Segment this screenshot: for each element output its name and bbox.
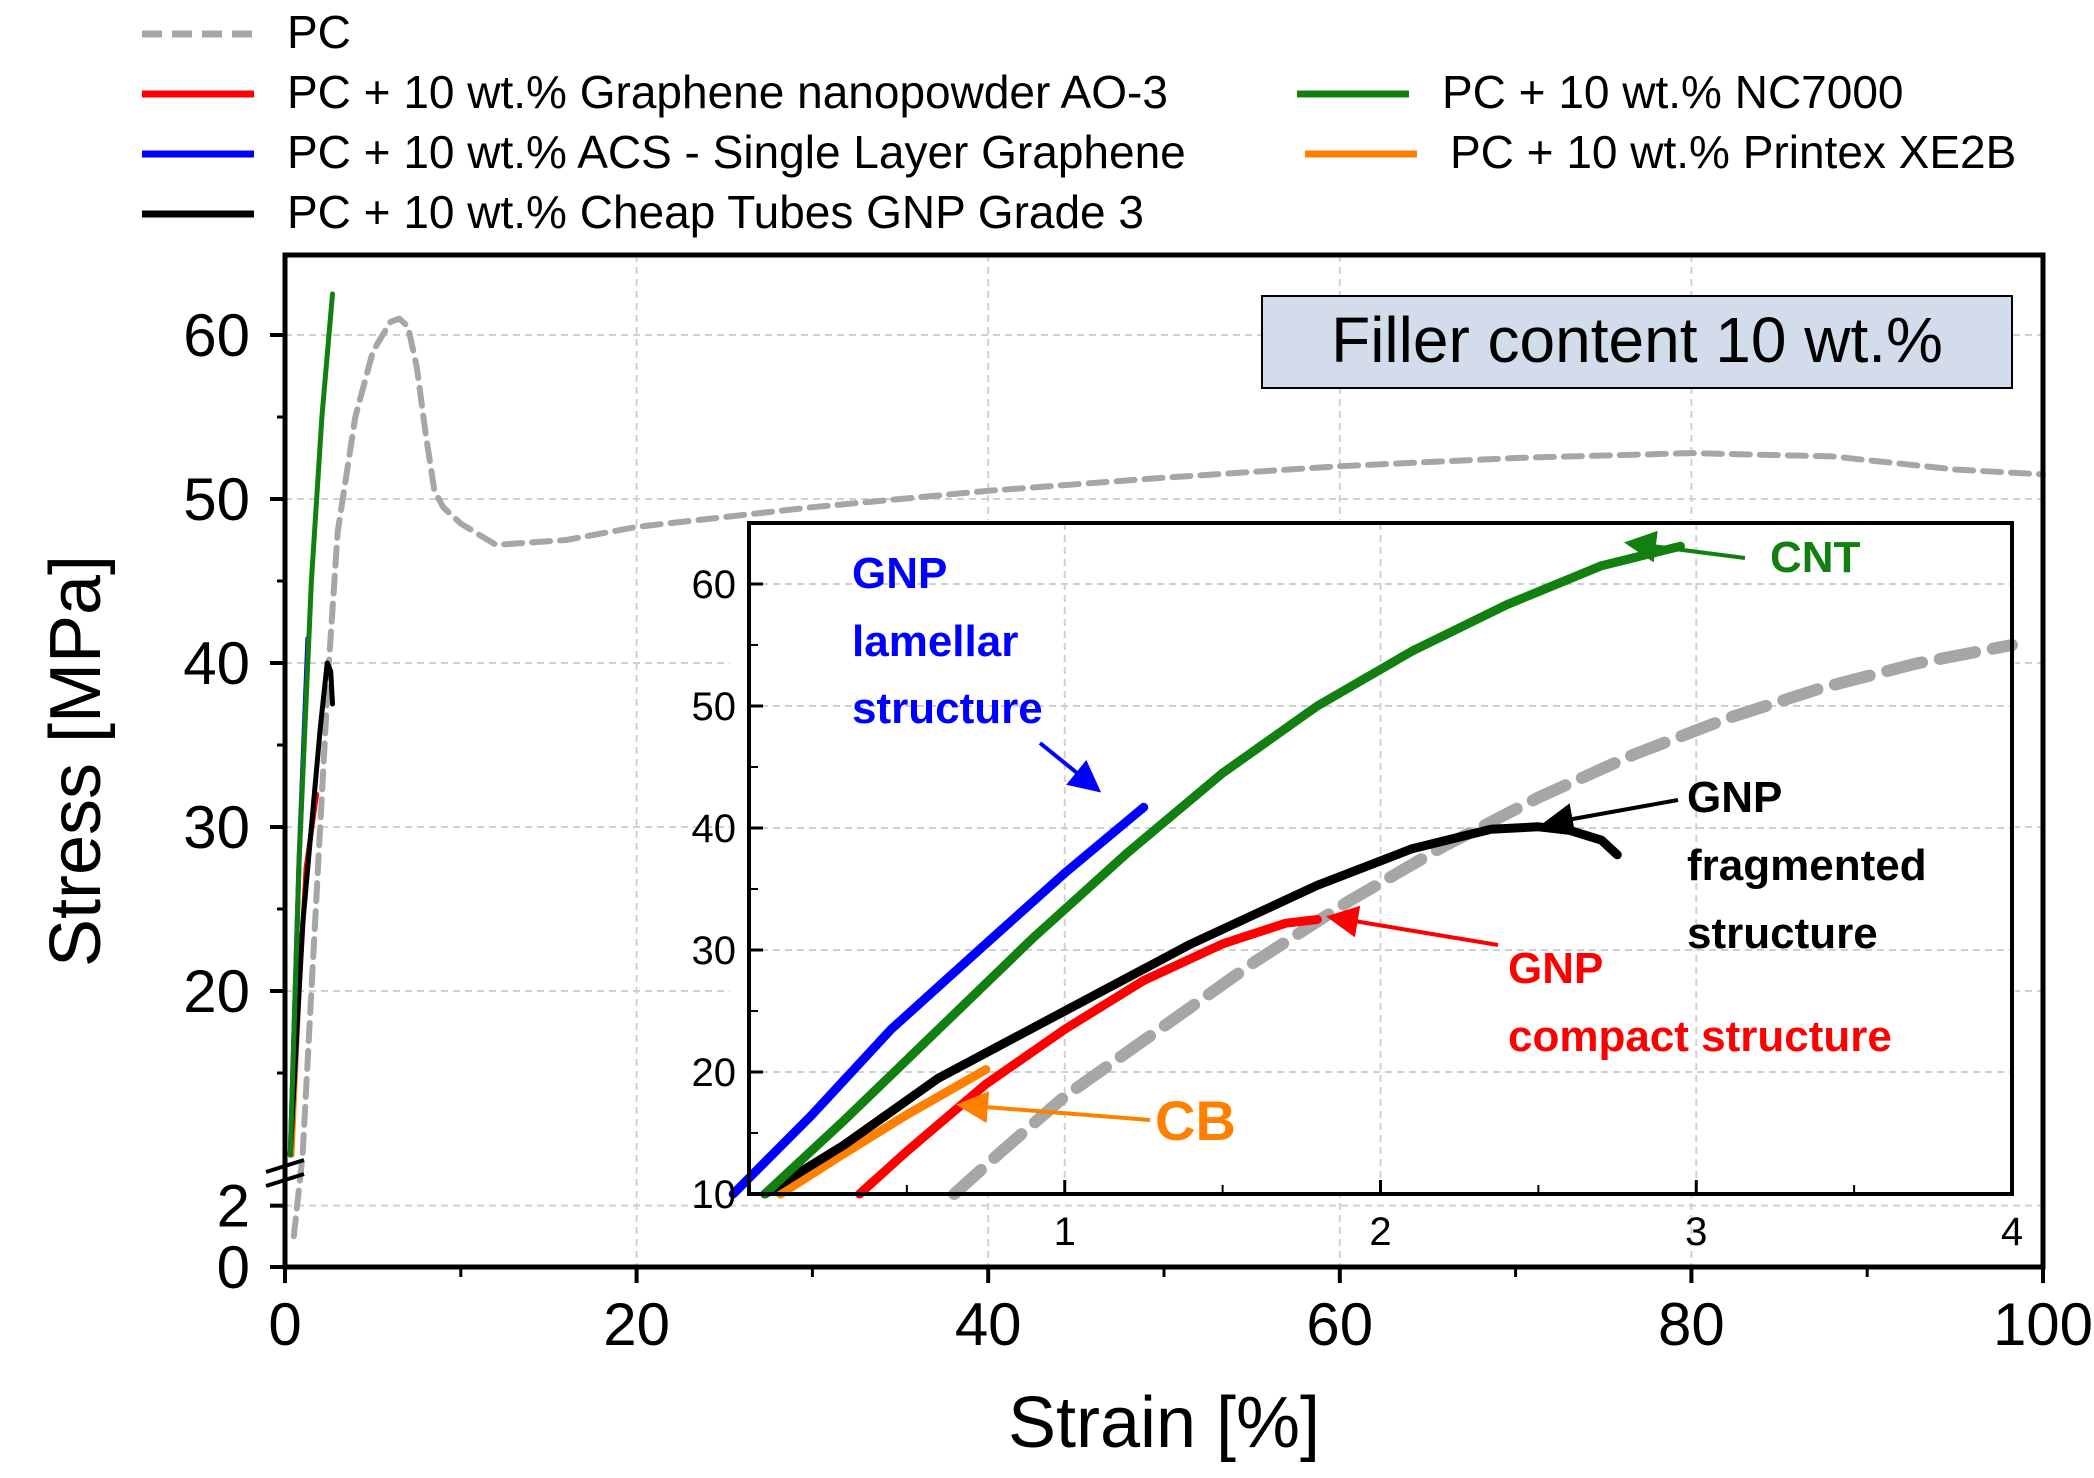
cb-label: CB [1155,1089,1236,1152]
x-tick-label-60: 60 [1306,1291,1373,1358]
legend-item-pc-10-wt-cheap-tubes-gnp-grade-3: PC + 10 wt.% Cheap Tubes GNP Grade 3 [142,186,1144,238]
x-tick-label-100: 100 [1993,1291,2093,1358]
inset-ticks: 1 2 3 4 10 20 30 40 50 60 [692,563,2024,1254]
filler-content-box: Filler content 10 wt.% [1261,295,2013,389]
inset-x-tick-label-1: 1 [1054,1210,1076,1254]
inset-y-tick-label-50: 50 [692,685,737,729]
main-series-pc [290,315,2046,1240]
legend-item-pc-10-wt-acs-single-layer-graphene: PC + 10 wt.% ACS - Single Layer Graphene [142,126,1186,178]
inset-y-tick-label-40: 40 [692,807,737,851]
inset-series-pc [948,639,2018,1200]
legend-item-pc-10-wt-graphene-nanopowder-ao-3: PC + 10 wt.% Graphene nanopowder AO-3 [142,66,1168,118]
y-tick-label-low-0: 0 [217,1234,250,1301]
x-tick-label-20: 20 [603,1291,670,1358]
y-axis-label: Stress [MPa] [36,555,116,967]
inset-y-tick-label-30: 30 [692,929,737,973]
inset-chart: 1 2 3 4 10 20 30 40 50 60 GNP lamellar structure … [692,520,2024,1254]
inset-x-tick-label-4: 4 [2001,1210,2023,1254]
inset-series-pc-10-wt-printex-xe2b [776,1065,991,1199]
inset-series-pc-10-wt-acs-single-layer-graphene [728,802,1149,1199]
legend-label-pc-10-wt-graphene-nanopowder-ao-3: PC + 10 wt.% Graphene nanopowder AO-3 [287,66,1168,118]
inset-annotations: GNP lamellar structure CNT GNP fragmente… [852,530,1939,1152]
cnt-arrow [1624,530,1746,563]
legend-label-pc-10-wt-printex-xe2b: PC + 10 wt.% Printex XE2B [1450,126,2016,178]
inset-y-tick-label-60: 60 [692,563,737,607]
y-tick-label-50: 50 [183,466,250,533]
fragmented-arrow [1541,798,1679,835]
inset-y-tick-label-20: 20 [692,1051,737,1095]
lamellar-label: GNP lamellar structure [852,549,1043,733]
y-tick-label-low-2: 2 [217,1173,250,1240]
x-tick-label-40: 40 [955,1291,1022,1358]
y-tick-label-20: 20 [183,958,250,1025]
axis-break-marker [265,1158,305,1188]
lamellar-arrow [1038,741,1102,793]
inset-series-pc-10-wt-graphene-nanopowder-ao-3 [855,915,1322,1199]
filler-content-text: Filler content 10 wt.% [1331,304,1943,376]
cb-arrow [956,1091,1151,1124]
fragmented-label: GNP fragmented structure [1687,773,1939,958]
main-series-pc-10-wt-cheap-tubes-gnp-grade-3 [287,660,335,1158]
legend-item-pc-10-wt-nc7000: PC + 10 wt.% NC7000 [1297,66,1904,118]
inset-x-tick-label-2: 2 [1369,1210,1391,1254]
legend-item-pc-10-wt-printex-xe2b: PC + 10 wt.% Printex XE2B [1305,126,2016,178]
cnt-label: CNT [1770,533,1861,582]
legend-item-pc: PC [142,6,351,58]
compact-label: GNP compact structure [1508,944,1892,1061]
y-tick-label-60: 60 [183,302,250,369]
main-series [287,291,2046,1240]
x-tick-label-0: 0 [268,1291,301,1358]
y-tick-label-30: 30 [183,794,250,861]
compact-arrow [1326,905,1499,947]
inset-y-tick-label-10: 10 [692,1173,737,1217]
legend-label-pc-10-wt-nc7000: PC + 10 wt.% NC7000 [1442,66,1904,118]
inset-x-tick-label-3: 3 [1685,1210,1707,1254]
legend-label-pc: PC [287,6,351,58]
x-tick-label-80: 80 [1658,1291,1725,1358]
x-axis-label: Strain [%] [1008,1383,1320,1463]
legend-label-pc-10-wt-acs-single-layer-graphene: PC + 10 wt.% ACS - Single Layer Graphene [287,126,1186,178]
main-series-pc-10-wt-nc7000 [287,291,335,1158]
y-tick-label-40: 40 [183,630,250,697]
inset-series [728,541,2018,1200]
legend: PC PC + 10 wt.% Graphene nanopowder AO-3 P… [142,6,2016,238]
inset-series-pc-10-wt-nc7000 [760,541,1685,1199]
legend-label-pc-10-wt-cheap-tubes-gnp-grade-3: PC + 10 wt.% Cheap Tubes GNP Grade 3 [287,186,1144,238]
